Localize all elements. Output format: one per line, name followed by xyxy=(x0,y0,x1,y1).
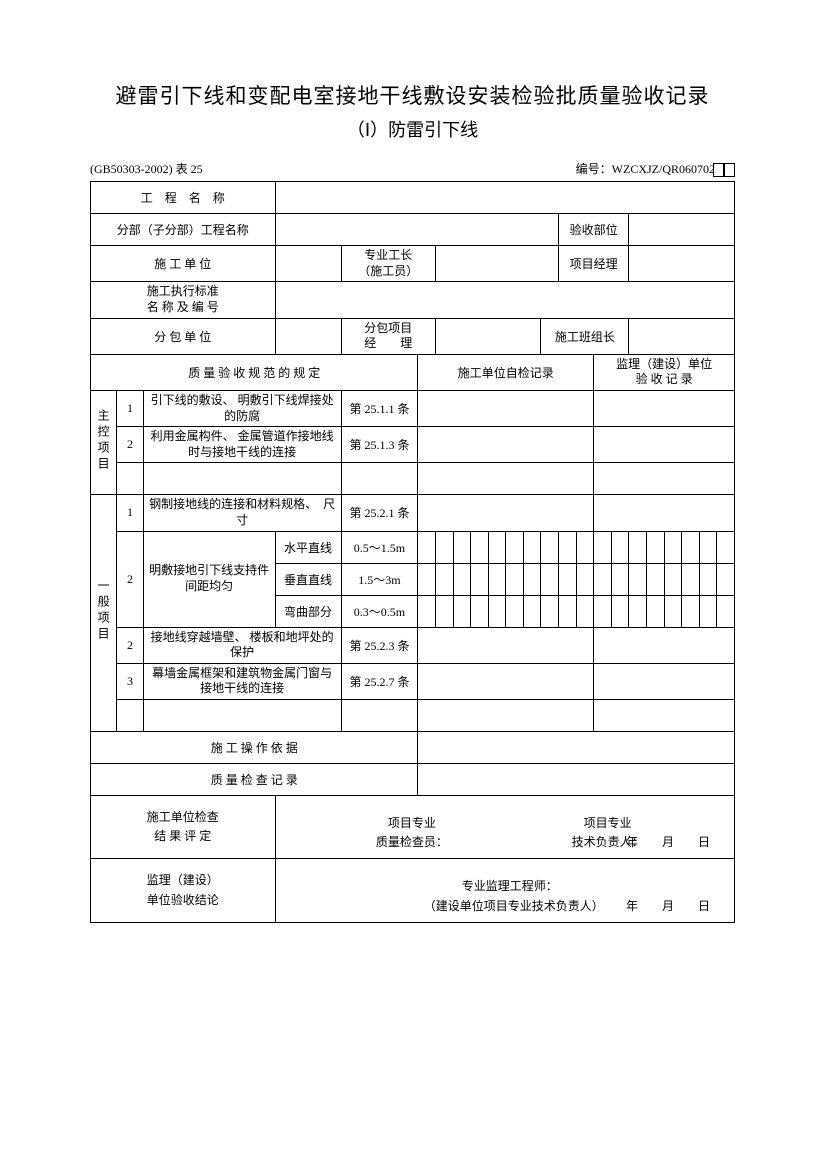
gen-2b-label: 垂直直线 xyxy=(275,563,341,595)
label-project-name: 工 程 名 称 xyxy=(91,182,276,214)
label-quality-record: 质 量 检 查 记 录 xyxy=(91,763,418,795)
main-1-desc: 引下线的敷设、 明敷引下线焊接处的防腐 xyxy=(143,391,341,427)
field-subcontractor[interactable] xyxy=(275,318,341,354)
field-team-leader[interactable] xyxy=(629,318,735,354)
gen-3-desc: 接地线穿越墙壁、 楼板和地坪处的保护 xyxy=(143,627,341,663)
label-unit-check: 施工单位检查 结 果 评 定 xyxy=(91,795,276,858)
gen-2a-label: 水平直线 xyxy=(275,531,341,563)
gen-2a-val: 0.5～1.5m xyxy=(341,531,418,563)
gen-blank-desc[interactable] xyxy=(143,699,341,731)
field-exec-standard[interactable] xyxy=(275,282,734,318)
field-subsection[interactable] xyxy=(275,214,558,246)
label-subcontractor: 分 包 单 位 xyxy=(91,318,276,354)
main-blank-clause[interactable] xyxy=(341,463,418,495)
label-supervisor-conclusion: 监理（建设） 单位验收结论 xyxy=(91,859,276,922)
label-exec-standard: 施工执行标准名 称 及 编 号 xyxy=(91,282,276,318)
main-blank-num[interactable] xyxy=(117,463,143,495)
gen-2c-label: 弯曲部分 xyxy=(275,595,341,627)
gen-4-self[interactable] xyxy=(418,663,594,699)
field-op-basis[interactable] xyxy=(418,731,735,763)
main-blank-desc[interactable] xyxy=(143,463,341,495)
label-op-basis: 施 工 操 作 依 据 xyxy=(91,731,418,763)
gen-1-num: 1 xyxy=(117,495,143,531)
main-2-desc: 利用金属构件、 金属管道作接地线时与接地干线的连接 xyxy=(143,427,341,463)
main-1-sup[interactable] xyxy=(594,391,735,427)
field-project-name[interactable] xyxy=(275,182,734,214)
gen-2-desc: 明敷接地引下线支持件间距均匀 xyxy=(143,531,275,627)
gen-2-num: 2 xyxy=(117,531,143,627)
main-1-num: 1 xyxy=(117,391,143,427)
gen-4-sup[interactable] xyxy=(594,663,735,699)
gen-blank-num[interactable] xyxy=(117,699,143,731)
main-blank-sup[interactable] xyxy=(594,463,735,495)
gen-3-num: 2 xyxy=(117,627,143,663)
main-1-self[interactable] xyxy=(418,391,594,427)
gen-4-desc: 幕墙金属框架和建筑物金属门窗与接地干线的连接 xyxy=(143,663,341,699)
sig-unit-check[interactable]: 项目专业 质量检查员： 项目专业 技术负责人： 年 月 日 xyxy=(275,795,734,858)
label-team-leader: 施工班组长 xyxy=(541,318,629,354)
gen-4-clause: 第 25.2.7 条 xyxy=(341,663,418,699)
field-pm[interactable] xyxy=(629,246,735,282)
main-2-self[interactable] xyxy=(418,427,594,463)
label-acceptance-part: 验收部位 xyxy=(559,214,629,246)
main-2-clause: 第 25.1.3 条 xyxy=(341,427,418,463)
gen-blank-sup[interactable] xyxy=(594,699,735,731)
gen-4-num: 3 xyxy=(117,663,143,699)
field-quality-record[interactable] xyxy=(418,763,735,795)
gen-blank-clause[interactable] xyxy=(341,699,418,731)
main-1-clause: 第 25.1.1 条 xyxy=(341,391,418,427)
field-construction-unit[interactable] xyxy=(275,246,341,282)
field-acceptance-part[interactable] xyxy=(629,214,735,246)
gen-1-clause: 第 25.2.1 条 xyxy=(341,495,418,531)
label-main-items: 主控项目 xyxy=(91,391,117,495)
title-line2: （Ⅰ）防雷引下线 xyxy=(90,116,735,142)
gen-3-sup[interactable] xyxy=(594,627,735,663)
title-line1: 避雷引下线和变配电室接地干线敷设安装检验批质量验收记录 xyxy=(90,80,735,110)
label-sub-pm: 分包项目经 理 xyxy=(341,318,435,354)
label-foreman: 专业工长（施工员） xyxy=(341,246,435,282)
gen-2c-val: 0.3～0.5m xyxy=(341,595,418,627)
main-2-sup[interactable] xyxy=(594,427,735,463)
label-supervisor-check: 监理（建设）单位验 收 记 录 xyxy=(594,354,735,390)
gen-blank-self[interactable] xyxy=(418,699,594,731)
gen-3-clause: 第 25.2.3 条 xyxy=(341,627,418,663)
code-block: 编号：WZCXJZ/QR060702 xyxy=(576,160,735,177)
label-construction-unit: 施 工 单 位 xyxy=(91,246,276,282)
form-table: 工 程 名 称 分部（子分部）工程名称 验收部位 施 工 单 位 专业工长（施工… xyxy=(90,181,735,922)
sig-supervisor[interactable]: 专业监理工程师： （建设单位项目专业技术负责人） 年 月 日 xyxy=(275,859,734,922)
field-sub-pm[interactable] xyxy=(435,318,540,354)
gen-3-self[interactable] xyxy=(418,627,594,663)
gen-1-self[interactable] xyxy=(418,495,594,531)
gen-2b-val: 1.5～3m xyxy=(341,563,418,595)
main-blank-self[interactable] xyxy=(418,463,594,495)
label-pm: 项目经理 xyxy=(559,246,629,282)
standard-ref: (GB50303-2002) 表 25 xyxy=(90,160,203,177)
label-general-items: 一般项目 xyxy=(91,495,117,732)
gen-1-sup[interactable] xyxy=(594,495,735,531)
gen-1-desc: 钢制接地线的连接和材料规格、 尺寸 xyxy=(143,495,341,531)
field-foreman[interactable] xyxy=(435,246,558,282)
main-2-num: 2 xyxy=(117,427,143,463)
label-subsection: 分部（子分部）工程名称 xyxy=(91,214,276,246)
label-spec-header: 质 量 验 收 规 范 的 规 定 xyxy=(91,354,418,390)
label-self-check: 施工单位自检记录 xyxy=(418,354,594,390)
